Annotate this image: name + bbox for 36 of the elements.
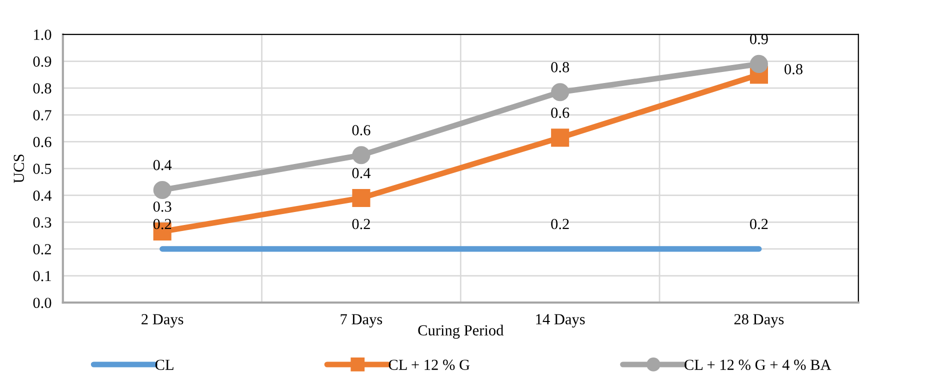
y-tick-label: 1.0 — [34, 30, 52, 40]
point — [551, 128, 570, 147]
data-label: 0.6 — [352, 125, 370, 136]
data-label: 0.6 — [551, 108, 570, 118]
data-label: 0.2 — [750, 218, 768, 230]
point — [750, 54, 768, 73]
y-tick-label: 0.3 — [33, 217, 52, 228]
data-label: 0.2 — [352, 218, 370, 230]
point — [352, 188, 370, 208]
y-tick-label: 0.8 — [33, 83, 52, 94]
legend-label: CL + 12 % G — [388, 360, 470, 370]
x-axis-title: Curing Period — [418, 324, 504, 339]
data-label: 0.4 — [153, 160, 172, 170]
data-label: 0.4 — [352, 168, 371, 178]
y-tick-label: 0.1 — [33, 270, 51, 282]
y-tick-label: 0.7 — [33, 110, 52, 120]
y-tick-label: 0.2 — [33, 244, 51, 254]
point — [153, 180, 172, 199]
point — [352, 146, 370, 164]
y-tick-label: 0.0 — [33, 298, 52, 308]
data-label: 0.3 — [153, 201, 172, 212]
legend-label: CL + 12 % G + 4 % BA — [684, 360, 832, 370]
x-tick-label: 28 Days — [734, 314, 784, 328]
y-tick-label: 0.5 — [33, 164, 52, 174]
x-tick-label: 7 Days — [340, 314, 382, 328]
y-tick-label: 0.4 — [33, 190, 52, 201]
x-tick-label: 14 Days — [536, 314, 585, 328]
data-label: 0.8 — [551, 62, 570, 72]
point — [551, 83, 570, 102]
data-label: 0.2 — [551, 218, 569, 230]
y-tick-label: 0.9 — [33, 56, 52, 67]
x-tick-label: 2 Days — [142, 314, 184, 328]
y-tick-label: 0.6 — [33, 136, 52, 148]
data-label: 0.8 — [784, 64, 802, 74]
y-axis-title: UCS — [14, 154, 24, 184]
legend-label: CL — [155, 360, 174, 370]
